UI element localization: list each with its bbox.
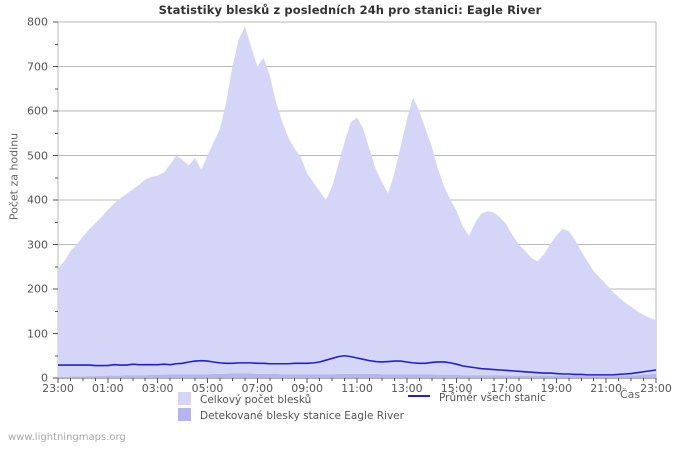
y-axis-tick-label: 300 <box>27 238 48 251</box>
y-axis-tick-label: 700 <box>27 60 48 73</box>
legend-item[interactable]: Detekované blesky stanice Eagle River <box>178 408 404 422</box>
x-axis-tick-label: 17:00 <box>490 382 523 395</box>
legend-area-swatch-icon <box>178 392 191 405</box>
y-axis-tick-label: 0 <box>41 371 48 385</box>
line-station-average <box>58 354 657 376</box>
x-axis-tick-label: 21:00 <box>590 382 622 395</box>
x-axis-tick-label: 15:00 <box>440 382 473 395</box>
y-axis-tick-label: 400 <box>27 193 48 207</box>
x-axis-tick-label: 11:00 <box>341 382 373 395</box>
x-axis-tick-label: 07:00 <box>241 382 274 395</box>
chart-legend: Celkový počet blesků Detekované blesky st… <box>0 390 700 426</box>
x-axis-tick-label: 13:00 <box>390 382 423 395</box>
x-axis-tick-label: 03:00 <box>141 382 174 395</box>
legend-item[interactable]: Průměr všech stanic <box>408 392 546 404</box>
legend-item[interactable]: Celkový počet blesků <box>178 392 311 406</box>
y-axis-tick-label: 100 <box>27 327 48 340</box>
legend-label: Celkový počet blesků <box>200 394 312 406</box>
legend-label: Průměr všech stanic <box>439 392 546 404</box>
x-axis-tick-label: 05:00 <box>191 382 224 395</box>
x-axis-tick-label: 19:00 <box>540 382 573 395</box>
y-axis-tick-label: 200 <box>27 282 48 296</box>
y-axis-tick-label: 600 <box>27 104 48 118</box>
x-axis-tick-label: 09:00 <box>291 382 323 395</box>
legend-line-swatch-icon <box>408 395 430 397</box>
x-axis-tick-label: 01:00 <box>91 382 124 395</box>
legend-label: Detekované blesky stanice Eagle River <box>200 410 404 422</box>
area-total-lightning <box>58 26 656 378</box>
footer-watermark: www.lightningmaps.org <box>8 432 126 443</box>
legend-area-swatch-icon <box>178 408 191 421</box>
x-axis-tick-label: 23:00 <box>640 382 672 395</box>
page-title: Statistiky blesků z posledních 24h pro s… <box>158 3 542 17</box>
area-station-detected <box>58 373 656 378</box>
y-axis-tick-label: 800 <box>27 15 48 29</box>
y-axis-tick-label: 500 <box>27 149 48 162</box>
x-axis-tick-label: 23:00 <box>42 382 74 395</box>
x-axis-title: Čas <box>620 388 641 401</box>
